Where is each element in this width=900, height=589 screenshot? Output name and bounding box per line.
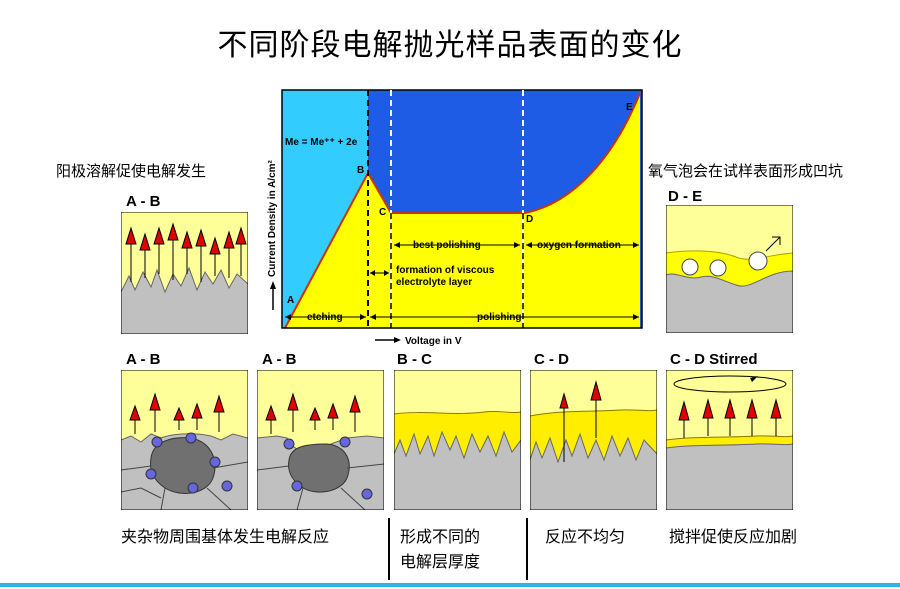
chart-frame bbox=[281, 89, 643, 329]
left-note: 阳极溶解促使电解发生 bbox=[56, 162, 207, 180]
panel-bottom-1-label: A - B bbox=[126, 351, 161, 368]
polishing-label: polishing bbox=[477, 312, 521, 323]
caption-layer-thickness-1: 形成不同的 bbox=[400, 527, 481, 546]
x-axis-label: Voltage in V bbox=[405, 336, 462, 347]
viscous-label-line2: electrolyte layer bbox=[396, 277, 472, 288]
curve-area bbox=[285, 93, 640, 328]
point-c-label: C bbox=[379, 207, 386, 218]
stirring-icon bbox=[673, 375, 787, 393]
inclusion bbox=[150, 437, 216, 494]
dissolution-arrows bbox=[125, 222, 247, 282]
bubble-escape-arrow bbox=[765, 236, 781, 252]
panel-top-left-label: A - B bbox=[126, 193, 161, 210]
panel-bottom-3-label: B - C bbox=[397, 351, 432, 368]
point-d-label: D bbox=[526, 214, 533, 225]
oxygen-bubble bbox=[681, 258, 699, 276]
footer-accent-line bbox=[0, 583, 900, 587]
caption-inclusion-reaction: 夹杂物周围基体发生电解反应 bbox=[121, 527, 330, 546]
panel-top-left bbox=[121, 212, 248, 334]
y-axis-label: Current Density in A/cm² bbox=[267, 159, 278, 277]
panel-bottom-2 bbox=[257, 370, 384, 510]
point-a-label: A bbox=[287, 295, 294, 306]
caption-divider bbox=[526, 518, 528, 580]
polishing-curve-chart: A B C D E Me = Me⁺⁺ + 2e best polishing … bbox=[267, 89, 643, 347]
oxygen-bubble bbox=[748, 251, 768, 271]
panel-bottom-1 bbox=[121, 370, 248, 510]
thickness-arrows bbox=[563, 414, 597, 462]
panel-top-right-label: D - E bbox=[668, 188, 703, 205]
right-note: 氧气泡会在试样表面形成凹坑 bbox=[648, 162, 844, 180]
caption-layer-thickness-2: 电解层厚度 bbox=[400, 552, 481, 571]
page-title: 不同阶段电解抛光样品表面的变化 bbox=[217, 28, 683, 63]
best-polishing-label: best polishing bbox=[413, 240, 481, 251]
oxygen-bubble bbox=[709, 259, 727, 277]
point-e-label: E bbox=[626, 102, 633, 113]
current-voltage-curve bbox=[284, 92, 641, 329]
caption-uneven-reaction: 反应不均匀 bbox=[545, 527, 626, 546]
inclusion bbox=[288, 443, 350, 493]
caption-divider bbox=[388, 518, 390, 580]
panel-top-right bbox=[666, 205, 793, 333]
point-b-label: B bbox=[357, 165, 364, 176]
panel-bottom-3 bbox=[394, 370, 521, 510]
panel-bottom-4 bbox=[530, 370, 657, 510]
panel-bottom-4-label: C - D bbox=[534, 351, 569, 368]
etching-label: etching bbox=[307, 312, 343, 323]
caption-stirring: 搅拌促使反应加剧 bbox=[669, 527, 798, 546]
viscous-label-line1: formation of viscous bbox=[396, 265, 495, 276]
panel-bottom-2-label: A - B bbox=[262, 351, 297, 368]
equation-label: Me = Me⁺⁺ + 2e bbox=[285, 137, 358, 148]
panel-bottom-5-label: C - D Stirred bbox=[670, 351, 758, 368]
oxygen-formation-label: oxygen formation bbox=[537, 240, 621, 251]
panel-bottom-5 bbox=[666, 370, 793, 510]
